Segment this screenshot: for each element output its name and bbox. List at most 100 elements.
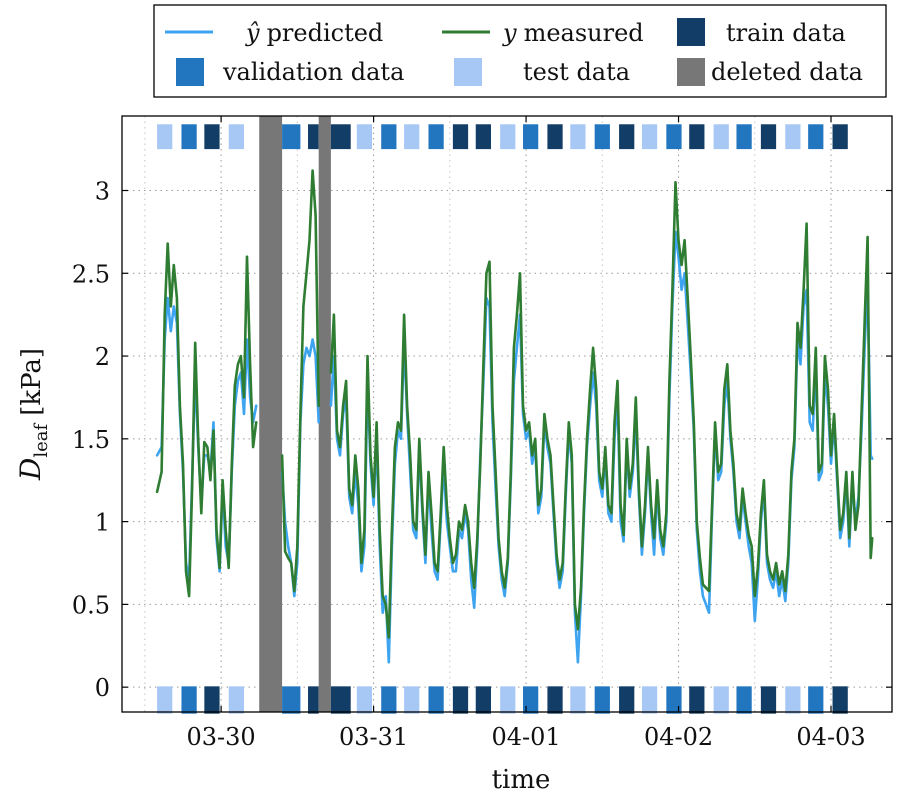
- split-marker-bottom-test: [570, 686, 586, 714]
- legend-swatch-validation: [176, 58, 204, 86]
- deleted-region: [318, 116, 331, 712]
- ticks: 03-30 03-31 04-01 04-02 04-03 0 0.5 1 1.5 2 2.5 3: [72, 116, 892, 751]
- y-tick-label: 2: [95, 343, 110, 371]
- split-marker-top-test: [785, 124, 801, 150]
- legend-frame: [153, 4, 887, 98]
- x-tick-label: 04-01: [491, 723, 560, 751]
- split-marker-bottom-train: [330, 686, 351, 714]
- y-tick-label: 0.5: [72, 591, 110, 619]
- legend-label-deleted: deleted data: [711, 58, 863, 86]
- split-marker-top-train: [547, 124, 563, 150]
- split-marker-top-train: [475, 124, 491, 150]
- y-axis-title-text: Dleaf [kPa]: [14, 348, 52, 481]
- y-axis-unit: [kPa]: [17, 348, 47, 416]
- split-marker-top-train: [204, 124, 220, 150]
- split-marker-top-test: [713, 124, 729, 150]
- split-marker-bottom-test: [228, 686, 244, 714]
- split-marker-bottom-validation: [666, 686, 682, 714]
- split-marker-top-validation: [808, 124, 824, 150]
- split-marker-top-validation: [523, 124, 539, 150]
- split-marker-top-test: [157, 124, 173, 150]
- y-tick-label: 2.5: [72, 260, 110, 288]
- split-marker-top-test: [500, 124, 516, 150]
- split-marker-bottom-train: [619, 686, 635, 714]
- y-axis-symbol: D: [14, 458, 47, 481]
- split-marker-bottom-validation: [181, 686, 197, 714]
- split-marker-top-test: [228, 124, 244, 150]
- series-line-y-measured-0: [155, 242, 258, 598]
- split-marker-top-test: [356, 124, 373, 150]
- split-marker-bottom-train: [689, 686, 705, 714]
- split-marker-bottom-train: [308, 686, 319, 714]
- legend-label-validation: validation data: [222, 58, 404, 86]
- legend-swatch-test: [454, 58, 482, 86]
- legend: ŷ predicted y measured train data validati…: [153, 4, 887, 98]
- split-marker-bottom-test: [713, 686, 729, 714]
- split-marker-bottom-train: [204, 686, 220, 714]
- y-axis-subscript: leaf: [31, 422, 52, 457]
- split-marker-top-train: [308, 124, 319, 150]
- split-marker-top-train: [452, 124, 469, 150]
- y-tick-label: 3: [95, 178, 110, 206]
- split-marker-top-validation: [736, 124, 752, 150]
- split-marker-bottom-test: [157, 686, 173, 714]
- x-axis-title: time: [492, 765, 551, 795]
- split-marker-bottom-validation: [523, 686, 539, 714]
- split-marker-bottom-validation: [594, 686, 610, 714]
- split-marker-bottom-validation: [381, 686, 397, 714]
- legend-label-measured: y measured: [502, 19, 644, 47]
- split-marker-top-validation: [282, 124, 301, 150]
- split-marker-top-test: [404, 124, 420, 150]
- y-tick-label: 1: [95, 509, 110, 537]
- series: [155, 169, 874, 664]
- legend-label-predicted: ŷ predicted: [245, 19, 383, 47]
- split-marker-bottom-validation: [808, 686, 824, 714]
- legend-swatch-train: [677, 18, 705, 46]
- legend-label-measured-text: measured: [524, 19, 644, 47]
- grid: [122, 116, 892, 712]
- legend-label-measured-symbol: y: [502, 19, 517, 47]
- split-marker-top-train: [619, 124, 635, 150]
- split-marker-top-validation: [594, 124, 610, 150]
- split-marker-bottom-test: [500, 686, 516, 714]
- series-line-y-measured-1: [280, 169, 320, 593]
- series-line-y-measured-2: [329, 180, 874, 639]
- split-marker-bottom-validation: [282, 686, 301, 714]
- split-marker-bottom-train: [547, 686, 563, 714]
- split-marker-top-train: [760, 124, 777, 150]
- split-marker-top-test: [641, 124, 658, 150]
- legend-label-predicted-symbol: ŷ: [245, 19, 260, 47]
- split-segments: [157, 116, 848, 714]
- split-marker-bottom-validation: [736, 686, 752, 714]
- split-marker-top-validation: [666, 124, 682, 150]
- split-marker-bottom-train: [832, 686, 848, 714]
- split-marker-bottom-test: [641, 686, 658, 714]
- split-marker-bottom-test: [356, 686, 373, 714]
- split-marker-bottom-train: [475, 686, 491, 714]
- x-tick-label: 03-31: [339, 723, 408, 751]
- y-tick-label: 1.5: [72, 426, 110, 454]
- split-marker-bottom-test: [404, 686, 420, 714]
- plot-frame: [121, 115, 893, 713]
- y-tick-label: 0: [95, 674, 110, 702]
- legend-label-train: train data: [726, 19, 846, 47]
- series-line-predicted-2: [329, 230, 874, 664]
- deleted-region: [259, 116, 283, 712]
- split-marker-top-train: [689, 124, 705, 150]
- split-marker-top-test: [570, 124, 586, 150]
- split-marker-top-validation: [181, 124, 197, 150]
- split-marker-top-train: [832, 124, 848, 150]
- x-tick-label: 04-02: [644, 723, 713, 751]
- split-marker-top-train: [330, 124, 351, 150]
- split-marker-bottom-train: [452, 686, 469, 714]
- split-marker-bottom-validation: [428, 686, 444, 714]
- legend-label-test: test data: [523, 58, 630, 86]
- x-tick-label: 03-30: [187, 723, 256, 751]
- split-marker-top-validation: [381, 124, 397, 150]
- split-marker-bottom-test: [785, 686, 801, 714]
- legend-label-predicted-text: predicted: [267, 19, 384, 47]
- y-axis-title: Dleaf [kPa]: [14, 348, 52, 481]
- x-tick-label: 04-03: [796, 723, 865, 751]
- legend-swatch-deleted: [677, 58, 705, 86]
